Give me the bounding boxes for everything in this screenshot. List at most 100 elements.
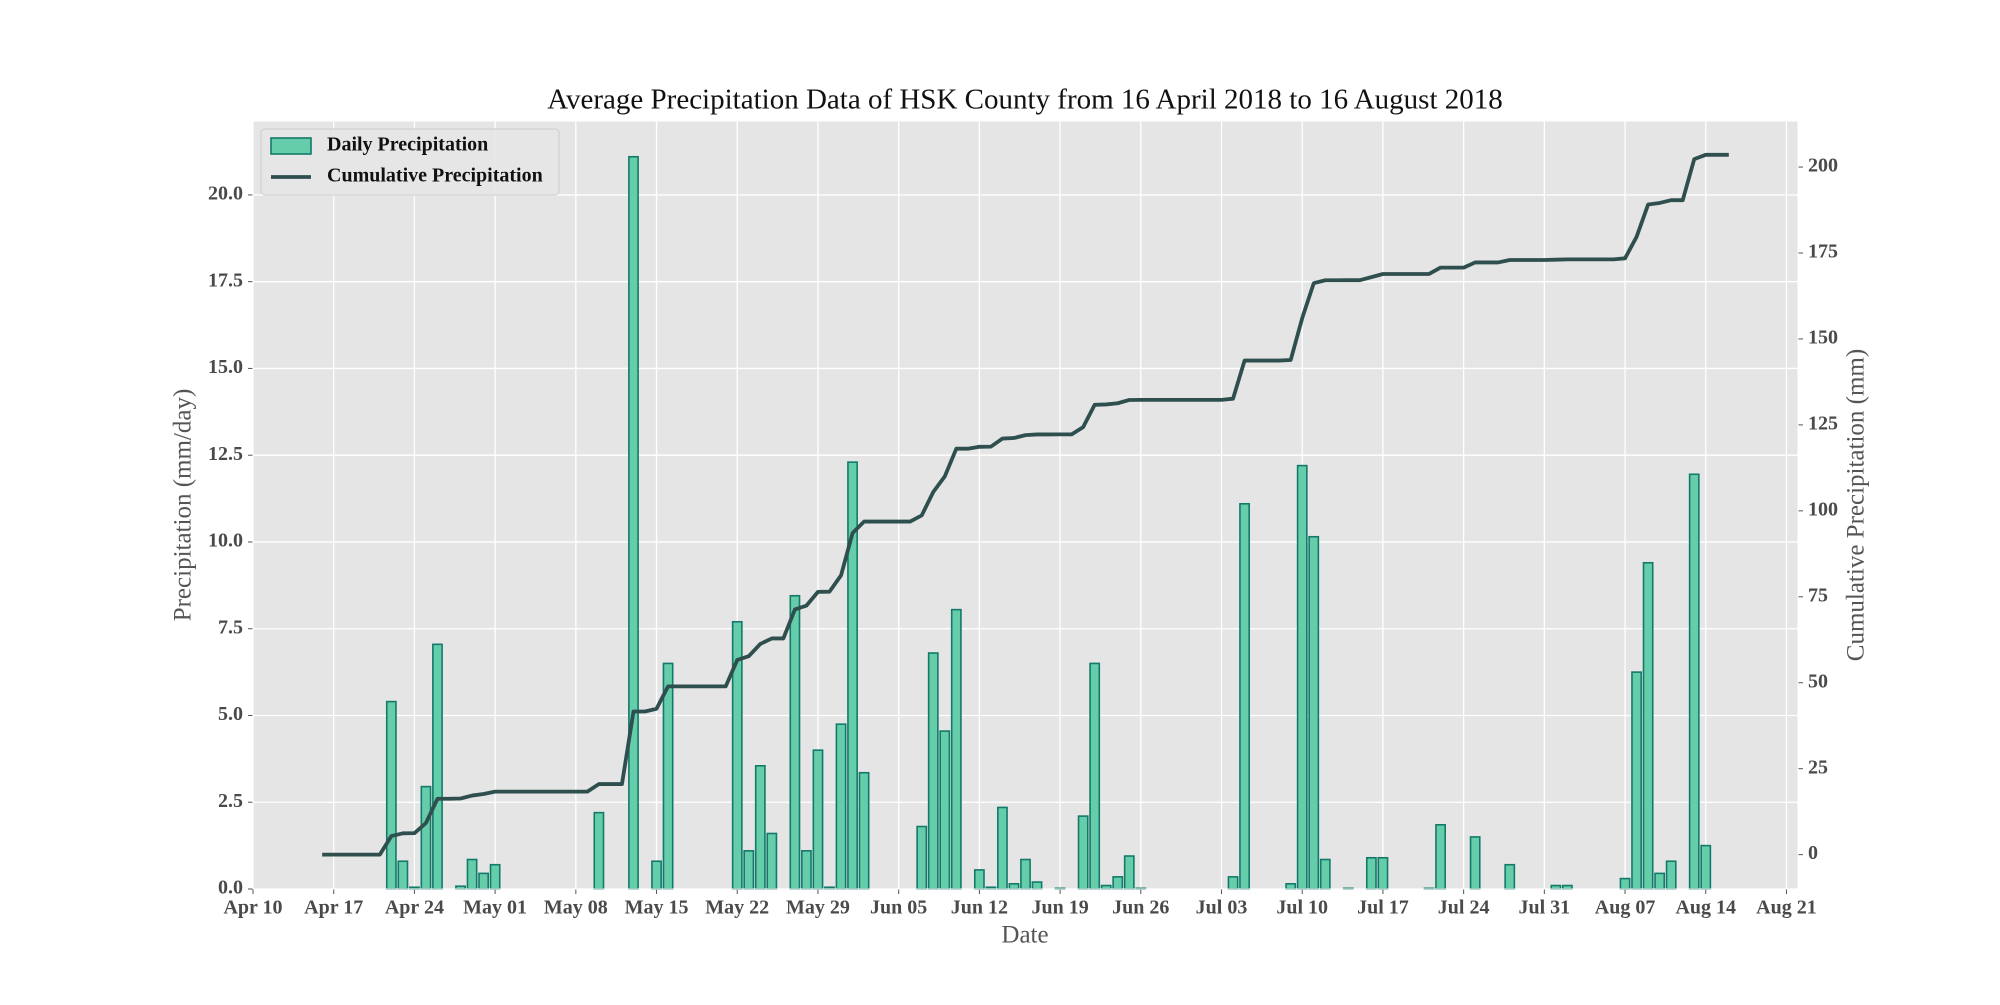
bar (651, 860, 662, 890)
bar (973, 869, 985, 890)
bar (1319, 858, 1331, 890)
legend-swatch (270, 137, 312, 155)
bar (1227, 876, 1239, 890)
y2-tick-label: 75 (1808, 584, 1828, 606)
bar (1688, 473, 1700, 890)
x-tick-label: Jun 26 (1112, 897, 1169, 919)
bar (466, 858, 478, 890)
y-tick-label: 2.5 (218, 790, 243, 812)
x-tick-label: Jun 19 (1031, 897, 1088, 919)
y2-tick-label: 150 (1808, 327, 1838, 349)
plot-background (253, 121, 1798, 889)
legend-label: Cumulative Precipitation (327, 165, 543, 187)
bar (997, 806, 1008, 890)
x-tick-label: Jul 10 (1276, 897, 1328, 919)
bar (801, 850, 812, 890)
x-tick-label: Apr 24 (385, 897, 444, 919)
bar (1642, 561, 1654, 890)
bar (939, 730, 951, 890)
y2-tick-label: 100 (1808, 498, 1838, 520)
bar (1031, 881, 1043, 890)
bar (1308, 535, 1320, 890)
x-axis-label: Date (1001, 922, 1048, 949)
x-tick-label: Apr 10 (223, 897, 282, 919)
bar (927, 652, 939, 890)
bar (754, 765, 766, 890)
y-tick-label: 12.5 (208, 443, 243, 465)
bar (1296, 464, 1308, 890)
bar (1631, 671, 1642, 890)
bar (858, 771, 870, 890)
legend-label: Daily Precipitation (327, 134, 488, 156)
bar (1654, 872, 1666, 890)
x-tick-label: Aug 07 (1595, 897, 1656, 919)
x-tick-label: Jul 03 (1196, 897, 1248, 919)
line (322, 152, 1729, 857)
y-tick-label: 0.0 (218, 877, 243, 899)
plot-area (252, 121, 1798, 890)
bar (789, 594, 801, 890)
bar (489, 863, 501, 890)
bar (1377, 856, 1389, 890)
x-tick-label: Jul 31 (1518, 897, 1570, 919)
bar (1285, 882, 1297, 890)
bar (847, 461, 858, 890)
x-tick-label: May 22 (705, 897, 769, 919)
bar (1239, 502, 1250, 890)
bar (1435, 823, 1446, 890)
x-tick-label: May 08 (544, 897, 608, 919)
y2-tick-label: 175 (1808, 241, 1838, 263)
legend: Daily Precipitation Cumulative Precipitat… (260, 128, 560, 196)
bar (593, 811, 605, 890)
bar (478, 872, 490, 890)
bar (432, 643, 443, 890)
y-tick-label: 17.5 (208, 269, 243, 291)
y-tick-label: 20.0 (208, 183, 243, 205)
bar (1469, 836, 1481, 890)
y-tick-label: 7.5 (218, 616, 243, 638)
chart-title: Average Precipitation Data of HSK County… (547, 84, 1503, 116)
x-tick-label: May 29 (786, 897, 850, 919)
bar (662, 662, 674, 890)
x-tick-label: May 15 (625, 897, 689, 919)
bar (835, 723, 847, 890)
x-tick-label: Jul 17 (1357, 897, 1409, 919)
bar (420, 785, 432, 890)
bar (766, 832, 778, 890)
legend-box (260, 128, 560, 196)
bar (743, 850, 755, 890)
bar (1123, 855, 1135, 890)
bar (1365, 856, 1377, 890)
bar (916, 825, 928, 890)
y-tick-label: 5.0 (218, 703, 243, 725)
y-tick-label: 10.0 (208, 530, 243, 552)
y2-tick-label: 50 (1808, 670, 1828, 692)
y-axis-label: Precipitation (mm/day) (170, 389, 197, 622)
bar (397, 860, 409, 890)
x-tick-label: Jun 05 (870, 897, 927, 919)
bar (950, 608, 962, 890)
bar (628, 155, 639, 890)
y2-tick-label: 125 (1808, 412, 1838, 434)
y2-tick-label: 0 (1808, 842, 1818, 864)
y2-axis-label: Cumulative Precipitation (mm) (1843, 349, 1870, 661)
x-tick-label: Aug 21 (1756, 897, 1817, 919)
bar (1008, 882, 1020, 890)
bar (1020, 858, 1031, 890)
bar (1619, 877, 1631, 890)
x-tick-label: Jul 24 (1438, 897, 1490, 919)
x-tick-label: Apr 17 (304, 897, 363, 919)
x-tick-label: May 01 (463, 897, 527, 919)
bar (385, 700, 397, 890)
bar (1550, 884, 1562, 890)
x-tick-label: Jun 12 (951, 897, 1008, 919)
bar (1077, 815, 1089, 890)
bar (1089, 662, 1101, 890)
x-tick-label: Aug 14 (1675, 897, 1736, 919)
bar (1504, 863, 1516, 890)
y2-tick-label: 200 (1808, 155, 1838, 177)
bar (1665, 860, 1677, 890)
bar (1561, 884, 1573, 890)
